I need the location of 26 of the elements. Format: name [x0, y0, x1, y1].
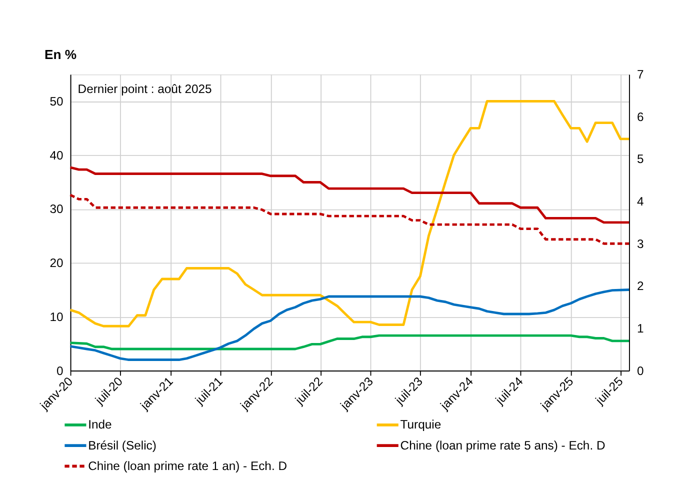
y-tick-label: 30: [50, 202, 64, 216]
y2-tick-label: 2: [636, 279, 644, 294]
line-series: [69, 194, 630, 245]
line-series: [69, 166, 630, 224]
y-tick-label: 0: [56, 364, 64, 378]
legend-label: Turquie: [400, 418, 442, 432]
y2-tick-label: 7: [636, 68, 644, 82]
line-series: [69, 100, 630, 328]
y2-tick-label: 1: [636, 321, 644, 336]
line-series: [69, 334, 630, 350]
y-tick-label: 40: [50, 148, 64, 162]
y-tick-label: 20: [50, 256, 64, 270]
legend-label: Brésil (Selic): [88, 438, 156, 452]
y2-tick-label: 3: [636, 236, 644, 251]
y-tick-label: 50: [50, 94, 64, 108]
line-series: [69, 288, 630, 361]
y-axis-title: En %: [44, 46, 77, 62]
y2-tick-label: 5: [636, 152, 644, 166]
y-tick-label: 10: [50, 310, 64, 324]
y2-tick-label: 4: [636, 194, 644, 208]
legend-label: Chine (loan prime rate 1 an) - Ech. D: [88, 458, 288, 473]
y2-tick-label: 6: [636, 110, 644, 124]
legend-label: Chine (loan prime rate 5 ans) - Ech. D: [400, 438, 606, 452]
y2-tick-label: 0: [636, 364, 644, 378]
annotation: Dernier point : août 2025: [78, 82, 212, 96]
legend-label: Inde: [88, 418, 112, 432]
